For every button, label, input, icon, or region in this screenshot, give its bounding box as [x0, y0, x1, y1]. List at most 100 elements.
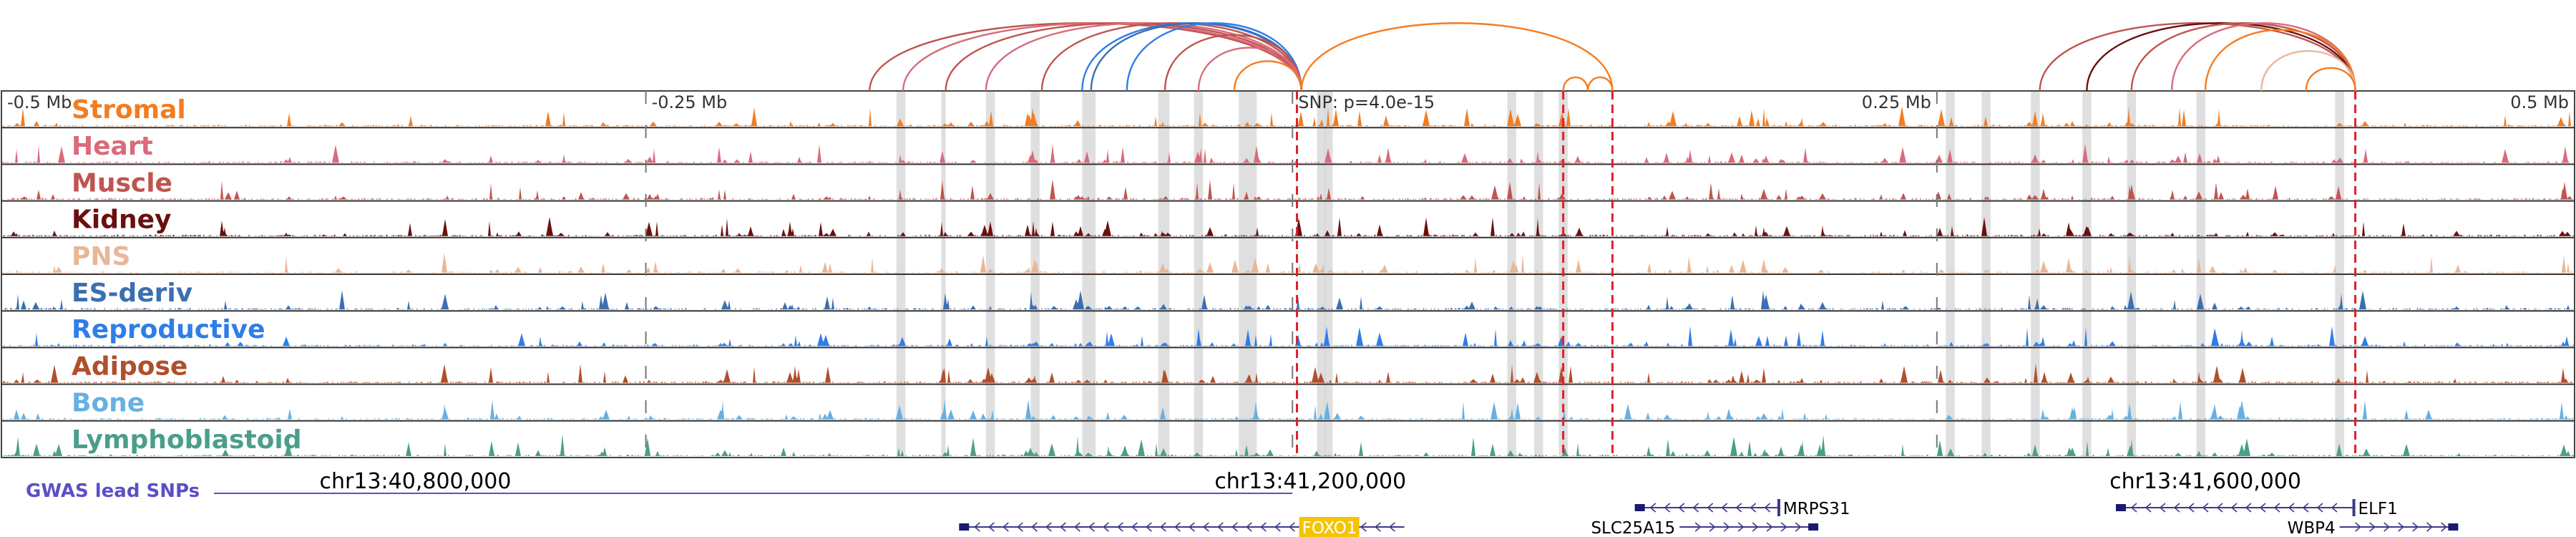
signal-track-bone: [1, 399, 2575, 420]
strand-arrow: [2331, 503, 2338, 513]
strand-arrow: [1117, 522, 1123, 532]
gene-label: FOXO1: [1302, 519, 1357, 537]
strand-arrow: [2159, 503, 2166, 513]
chromatin-loop: [1163, 34, 1302, 92]
chromatin-loop: [2305, 67, 2356, 92]
gwas-track-label: GWAS lead SNPs: [26, 480, 200, 502]
chromatin-loop: [2204, 29, 2356, 92]
x-tick-label: -0.5 Mb: [7, 92, 72, 112]
chromatin-loops-layer: [869, 22, 2356, 92]
gene-label: WBP4: [2288, 519, 2336, 537]
track-label-kidney: Kidney: [72, 205, 172, 235]
strand-arrow: [2273, 503, 2280, 513]
strand-arrow: [1131, 522, 1138, 532]
coordinate-label: chr13:41,200,000: [1214, 469, 1406, 494]
chromatin-loop: [2170, 22, 2356, 92]
strand-arrow: [2187, 503, 2195, 513]
strand-arrow: [2355, 522, 2361, 532]
chromatin-loop: [1586, 76, 1614, 92]
strand-arrow: [2426, 522, 2433, 532]
x-tick-label: 0.25 Mb: [1862, 92, 1931, 112]
track-labels-layer: Stromal Heart Muscle Kidney PNS ES-deriv Repro…: [72, 95, 302, 455]
track-label-stromal: Stromal: [72, 95, 186, 125]
strand-arrow: [2384, 522, 2390, 532]
strand-arrow: [1649, 503, 1657, 513]
strand-arrow: [1017, 522, 1023, 532]
gwas-track: GWAS lead SNPs: [26, 480, 1293, 502]
coordinate-label: chr13:41,600,000: [2109, 469, 2301, 494]
strand-arrow: [1289, 522, 1295, 532]
strand-arrow: [1678, 503, 1685, 513]
strand-arrow: [1231, 522, 1238, 532]
signal-track-lymphoblastoid: [1, 434, 2575, 456]
strand-arrow: [1664, 503, 1671, 513]
strand-arrow: [2245, 503, 2252, 513]
strand-arrow: [974, 522, 980, 532]
strand-arrow: [1045, 522, 1052, 532]
strand-arrow: [1189, 522, 1195, 532]
chromatin-loop: [2130, 22, 2356, 92]
chromatin-loop: [1126, 22, 1302, 92]
track-label-muscle: Muscle: [72, 168, 172, 198]
strand-arrow: [2145, 503, 2152, 513]
gene-label: SLC25A15: [1591, 519, 1675, 537]
track-frame-layer: [1, 90, 2575, 458]
dashed-markers-layer: [1296, 91, 2357, 458]
gene-exon: [2448, 523, 2459, 531]
chromatin-loop: [1090, 22, 1302, 92]
strand-arrow: [2369, 522, 2376, 532]
strand-arrow: [1274, 522, 1281, 532]
gene-wbp4: WBP4: [2288, 519, 2459, 537]
strand-arrow: [2230, 503, 2238, 513]
gene-exon: [1808, 523, 1819, 531]
strand-arrow: [1721, 503, 1728, 513]
signal-track-reproductive: [1, 326, 2575, 347]
strand-arrow: [1694, 522, 1702, 532]
strand-arrow: [1360, 522, 1367, 532]
gene-label-highlight: [1299, 517, 1360, 537]
track-label-es-deriv: ES-deriv: [72, 279, 192, 308]
strand-arrow: [2316, 503, 2323, 513]
strand-arrow: [1146, 522, 1152, 532]
strand-arrow: [1260, 522, 1267, 532]
strand-arrow: [1375, 522, 1381, 532]
chromatin-loop: [2260, 50, 2356, 92]
strand-arrow: [1766, 522, 1773, 532]
strand-arrow: [1795, 522, 1802, 532]
gene-exon: [1634, 504, 1645, 511]
strand-arrow: [2398, 522, 2404, 532]
signal-track-es-deriv: [1, 290, 2575, 310]
strand-arrow: [1737, 522, 1745, 532]
strand-arrow: [1709, 522, 1716, 532]
strand-arrow: [1764, 503, 1771, 513]
strand-arrow: [2202, 503, 2209, 513]
strand-arrow: [1707, 503, 1714, 513]
strand-arrow: [2216, 503, 2223, 513]
signal-track-stromal: [1, 106, 2575, 127]
gene-elf1: ELF1: [2115, 499, 2398, 518]
strand-arrow: [1074, 522, 1080, 532]
signal-track-adipose: [1, 363, 2575, 383]
x-tick-label: 0.5 Mb: [2510, 92, 2569, 112]
chromatin-loop: [1081, 22, 1302, 92]
strand-arrow: [2288, 503, 2295, 513]
strand-arrow: [1060, 522, 1066, 532]
chromatin-loop: [1233, 60, 1302, 92]
chromatin-loop: [1300, 22, 1614, 92]
chromatin-loop: [1562, 76, 1589, 92]
coordinate-label: chr13:40,800,000: [320, 469, 512, 494]
gene-tss: [2352, 499, 2356, 516]
strand-arrow: [2130, 503, 2137, 513]
gene-label: MRPS31: [1783, 500, 1850, 518]
strand-arrow: [1692, 503, 1699, 513]
strand-arrow: [1103, 522, 1109, 532]
gene-tss: [1777, 499, 1780, 516]
signal-track-pns: [1, 252, 2575, 273]
track-label-adipose: Adipose: [72, 352, 187, 381]
track-label-bone: Bone: [72, 389, 145, 418]
chromatin-loop: [2086, 22, 2356, 92]
track-label-lymphoblastoid: Lymphoblastoid: [72, 425, 302, 455]
track-label-pns: PNS: [72, 242, 130, 271]
strand-arrow: [2302, 503, 2309, 513]
